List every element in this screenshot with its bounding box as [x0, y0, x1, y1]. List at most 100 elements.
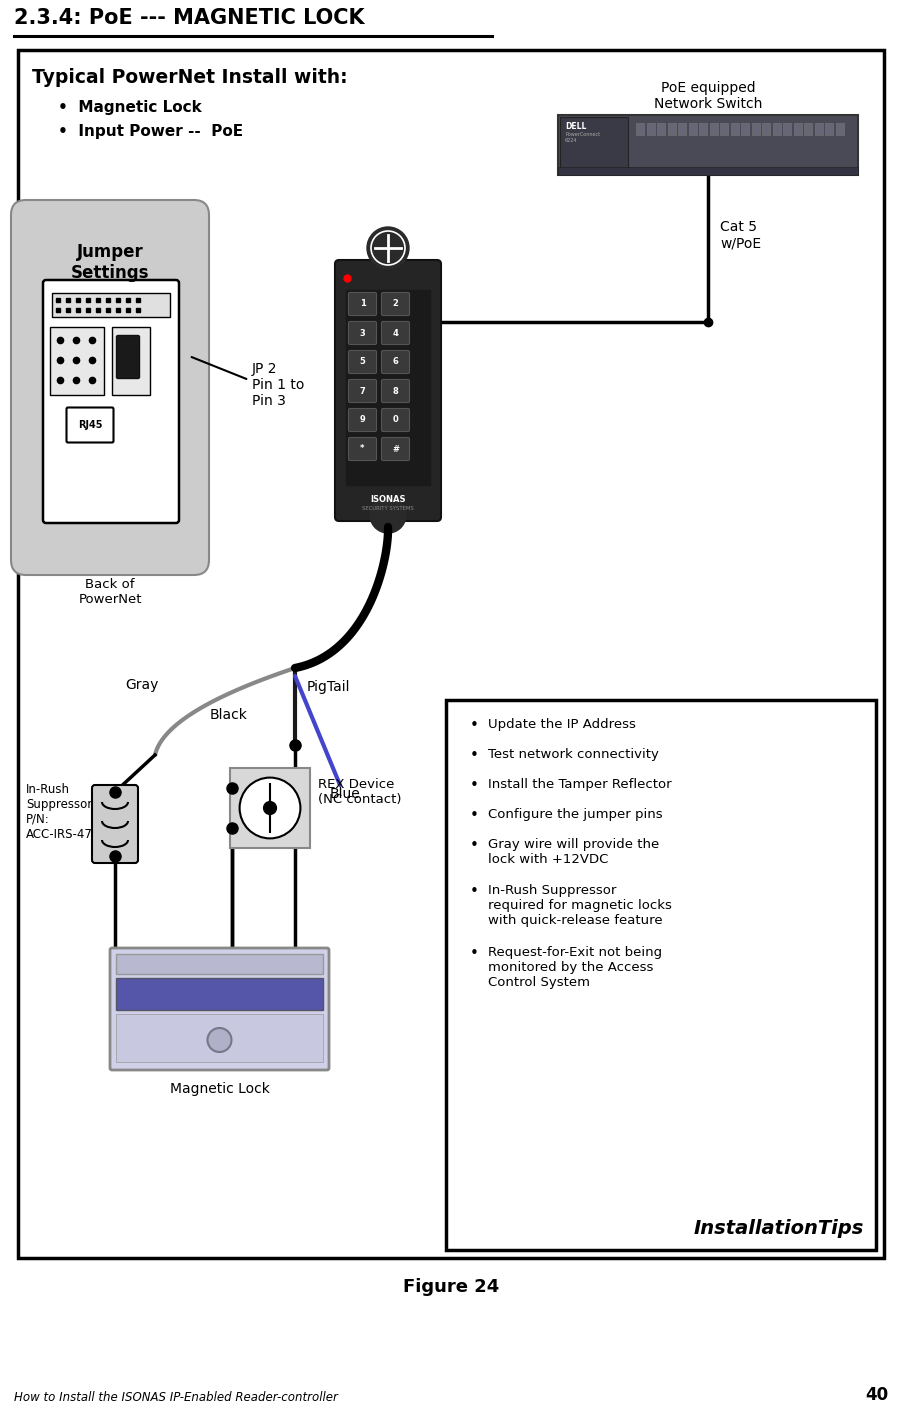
Text: •: • — [470, 807, 479, 823]
Bar — [783, 123, 791, 134]
Bar — [50, 327, 104, 395]
Bar — [667, 123, 676, 134]
Text: Jumper
Settings: Jumper Settings — [70, 243, 149, 281]
Text: 7: 7 — [360, 386, 365, 396]
Bar — [731, 123, 739, 134]
Text: •: • — [470, 718, 479, 732]
FancyBboxPatch shape — [335, 260, 441, 520]
Text: •: • — [470, 778, 479, 793]
Text: #: # — [392, 444, 399, 454]
Circle shape — [207, 1028, 232, 1052]
Bar — [346, 290, 430, 485]
Text: 5: 5 — [360, 358, 365, 366]
Text: In-Rush Suppressor
required for magnetic locks
with quick-release feature: In-Rush Suppressor required for magnetic… — [488, 884, 672, 928]
FancyBboxPatch shape — [348, 409, 376, 431]
Bar — [772, 123, 780, 134]
Text: 1: 1 — [360, 300, 365, 308]
Bar — [835, 123, 843, 134]
FancyBboxPatch shape — [348, 321, 376, 345]
Text: PowerConnect
6224: PowerConnect 6224 — [565, 132, 600, 143]
Bar — [720, 123, 728, 134]
FancyBboxPatch shape — [92, 785, 138, 863]
Circle shape — [367, 228, 409, 269]
Text: Configure the jumper pins: Configure the jumper pins — [488, 807, 663, 822]
Bar — [688, 123, 696, 134]
Text: SECURITY SYSTEMS: SECURITY SYSTEMS — [362, 506, 414, 510]
Text: In-Rush
Suppressor
P/N:
ACC-IRS-4700: In-Rush Suppressor P/N: ACC-IRS-4700 — [26, 783, 107, 841]
Text: Test network connectivity: Test network connectivity — [488, 748, 658, 761]
Bar — [558, 167, 858, 175]
Text: Typical PowerNet Install with:: Typical PowerNet Install with: — [32, 68, 347, 88]
Bar — [112, 327, 150, 395]
FancyBboxPatch shape — [67, 407, 114, 443]
Text: 40: 40 — [865, 1386, 888, 1404]
Bar — [558, 115, 858, 175]
FancyBboxPatch shape — [348, 379, 376, 403]
Bar — [647, 123, 655, 134]
FancyBboxPatch shape — [382, 321, 410, 345]
Text: Request-for-Exit not being
monitored by the Access
Control System: Request-for-Exit not being monitored by … — [488, 946, 662, 988]
FancyBboxPatch shape — [382, 409, 410, 431]
FancyBboxPatch shape — [348, 293, 376, 315]
Bar — [678, 123, 686, 134]
Text: •  Magnetic Lock: • Magnetic Lock — [58, 100, 202, 115]
Text: How to Install the ISONAS IP-Enabled Reader-controller: How to Install the ISONAS IP-Enabled Rea… — [14, 1391, 338, 1404]
Bar — [52, 293, 170, 317]
Bar — [762, 123, 770, 134]
Text: REX Device
(NC contact): REX Device (NC contact) — [318, 778, 401, 806]
FancyBboxPatch shape — [382, 437, 410, 461]
Text: DELL: DELL — [565, 122, 586, 132]
Text: •: • — [470, 946, 479, 962]
FancyBboxPatch shape — [382, 379, 410, 403]
Circle shape — [263, 802, 276, 814]
FancyBboxPatch shape — [43, 280, 179, 523]
Bar — [825, 123, 833, 134]
Text: •  Input Power --  PoE: • Input Power -- PoE — [58, 124, 244, 139]
Bar — [815, 123, 823, 134]
Text: 6: 6 — [392, 358, 399, 366]
FancyBboxPatch shape — [230, 768, 310, 848]
Circle shape — [240, 778, 300, 839]
Bar — [636, 123, 644, 134]
FancyBboxPatch shape — [348, 351, 376, 373]
Bar — [116, 954, 323, 974]
Text: 2: 2 — [392, 300, 399, 308]
Text: RJ45: RJ45 — [78, 420, 102, 430]
Text: Install the Tamper Reflector: Install the Tamper Reflector — [488, 778, 672, 790]
FancyBboxPatch shape — [11, 199, 209, 575]
Text: ISONAS: ISONAS — [370, 495, 406, 503]
Bar — [446, 700, 876, 1250]
Bar — [560, 117, 628, 173]
Bar — [710, 123, 717, 134]
Text: *: * — [360, 444, 364, 454]
Text: Cat 5
w/PoE: Cat 5 w/PoE — [720, 221, 761, 250]
Text: Black: Black — [210, 708, 248, 723]
Text: Update the IP Address: Update the IP Address — [488, 718, 636, 731]
Circle shape — [370, 496, 406, 533]
FancyBboxPatch shape — [382, 293, 410, 315]
FancyBboxPatch shape — [116, 335, 140, 379]
Text: •: • — [470, 839, 479, 853]
Bar — [741, 123, 749, 134]
FancyBboxPatch shape — [110, 947, 329, 1070]
Text: 8: 8 — [392, 386, 399, 396]
Text: 9: 9 — [360, 416, 365, 424]
Text: 4: 4 — [392, 328, 399, 338]
Text: PoE equipped
Network Switch: PoE equipped Network Switch — [654, 81, 762, 112]
Text: Gray: Gray — [125, 677, 159, 691]
Text: PigTail: PigTail — [307, 680, 351, 694]
Text: Magnetic Lock: Magnetic Lock — [170, 1082, 270, 1096]
Bar — [18, 49, 884, 1258]
Bar — [751, 123, 759, 134]
FancyBboxPatch shape — [382, 351, 410, 373]
Bar — [804, 123, 812, 134]
Text: Gray wire will provide the
lock with +12VDC: Gray wire will provide the lock with +12… — [488, 839, 659, 865]
Bar — [116, 978, 323, 1010]
Text: JP 2
Pin 1 to
Pin 3: JP 2 Pin 1 to Pin 3 — [252, 362, 304, 409]
Text: 0: 0 — [392, 416, 399, 424]
FancyBboxPatch shape — [348, 437, 376, 461]
Text: Blue: Blue — [330, 788, 361, 800]
Bar — [657, 123, 665, 134]
Bar — [116, 1014, 323, 1062]
Text: •: • — [470, 884, 479, 899]
